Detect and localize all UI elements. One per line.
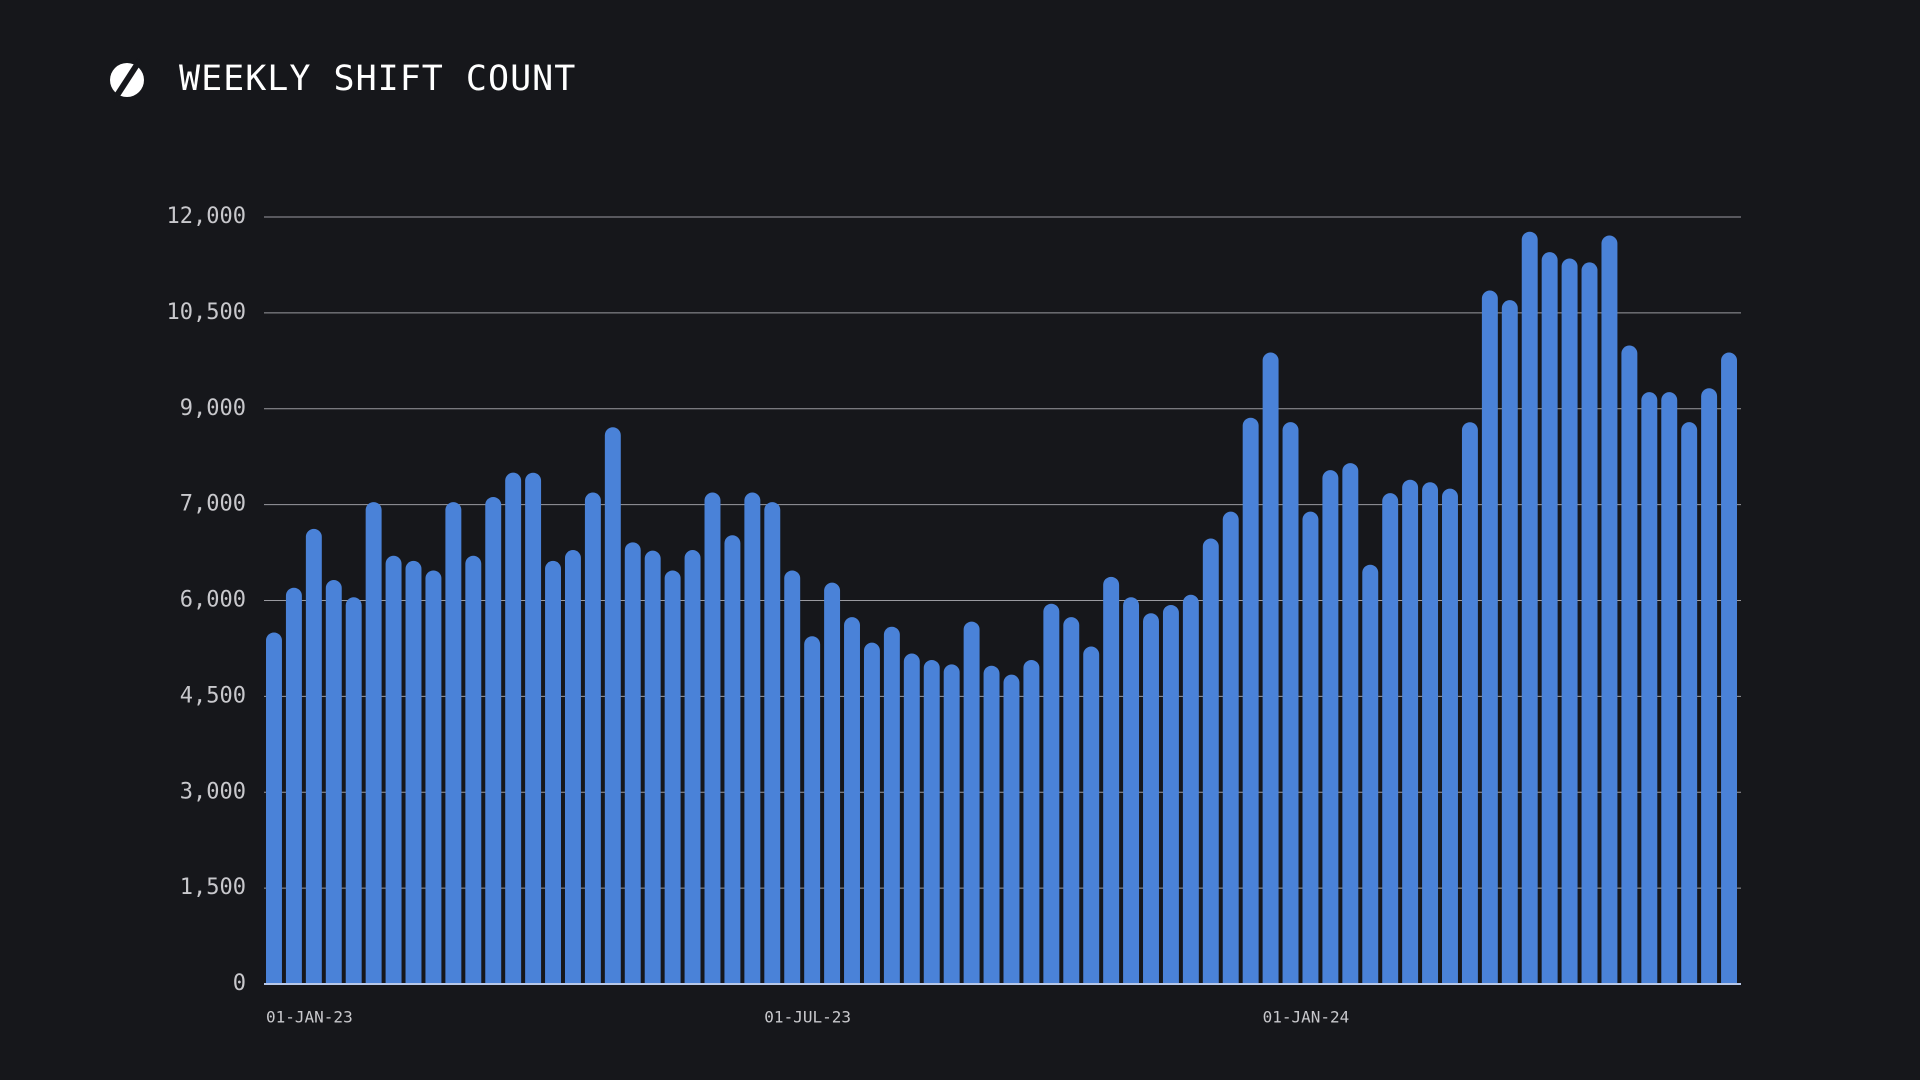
bar [1521, 231, 1538, 985]
bar [1661, 392, 1678, 984]
bar [1541, 252, 1558, 984]
bar [1641, 392, 1658, 984]
bar [1701, 388, 1718, 984]
chart-title: WEEKLY SHIFT COUNT [179, 59, 576, 99]
y-tick-label: 4,500 [180, 683, 246, 708]
bar [963, 621, 980, 984]
y-tick-label: 7,000 [180, 492, 246, 517]
y-tick-label: 12,000 [167, 204, 246, 229]
bar [285, 587, 302, 984]
bar [325, 580, 342, 984]
bar [1621, 345, 1638, 984]
bar [365, 502, 382, 984]
bar [505, 472, 522, 984]
bar [1442, 488, 1458, 984]
bar [1681, 422, 1698, 985]
bar [784, 570, 801, 984]
bar [1581, 262, 1598, 984]
bar [664, 570, 681, 984]
bar [385, 555, 402, 984]
bar [983, 665, 1000, 984]
bar [644, 550, 661, 984]
bar [1103, 576, 1120, 984]
bar [704, 492, 721, 984]
bar [425, 570, 442, 984]
x-tick-label: 01-JAN-23 [266, 1008, 353, 1027]
y-tick-label: 3,000 [180, 779, 246, 804]
bar [545, 560, 561, 984]
y-tick-label: 9,000 [180, 396, 246, 421]
bar [1262, 352, 1279, 985]
bar [1083, 646, 1100, 984]
y-tick-label: 1,500 [180, 875, 246, 900]
bar [923, 659, 940, 984]
bar [804, 636, 821, 984]
bar [1302, 511, 1319, 984]
bar [1481, 290, 1498, 984]
bar [943, 664, 960, 984]
bar [1362, 564, 1379, 984]
bar [903, 653, 920, 984]
bar [1282, 422, 1299, 985]
bar [624, 542, 641, 984]
bar [863, 642, 880, 984]
bar [1322, 470, 1339, 985]
bar [1162, 604, 1179, 984]
bar [1382, 493, 1399, 984]
bar [1422, 482, 1439, 984]
bar [1143, 613, 1159, 984]
bar [345, 597, 362, 984]
bar [1063, 617, 1080, 984]
bar [1561, 258, 1578, 985]
bar [1202, 538, 1219, 984]
bar [1461, 422, 1478, 985]
y-tick-label: 0 [233, 971, 246, 996]
y-tick-label: 6,000 [180, 588, 246, 613]
bar [1182, 594, 1199, 984]
bar [724, 535, 741, 984]
bar [305, 528, 322, 984]
bar [1501, 300, 1518, 984]
bar [844, 617, 860, 984]
bar [1242, 417, 1259, 984]
bar [824, 582, 841, 984]
y-tick-label: 10,500 [167, 300, 246, 325]
bar [744, 492, 761, 984]
bar [485, 496, 502, 984]
bar [1123, 597, 1140, 984]
x-tick-label: 01-JAN-24 [1263, 1008, 1350, 1027]
logo [110, 58, 144, 102]
bar [465, 555, 482, 984]
bar [1402, 479, 1419, 984]
bar [445, 502, 462, 984]
bar [1601, 235, 1618, 984]
bar [1222, 511, 1239, 984]
bar [525, 472, 542, 984]
bar [584, 492, 601, 984]
bar [883, 626, 900, 984]
bar [405, 560, 422, 984]
bar [564, 550, 581, 984]
bar [1003, 674, 1020, 984]
bar [604, 427, 621, 984]
bar [1043, 603, 1060, 984]
bar [1342, 463, 1359, 984]
bar [1023, 659, 1040, 984]
bar [266, 632, 282, 984]
bar [764, 502, 781, 984]
bar [684, 550, 701, 984]
x-tick-label: 01-JUL-23 [764, 1008, 851, 1027]
bar [1721, 352, 1738, 985]
